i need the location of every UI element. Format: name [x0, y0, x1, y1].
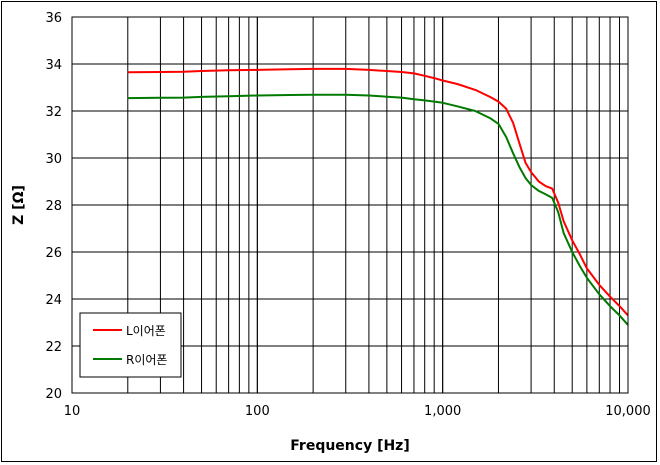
legend-box [79, 312, 182, 378]
x-tick-label: 10 [64, 404, 81, 419]
plot-area [71, 16, 629, 394]
y-tick-label: 20 [45, 387, 62, 402]
legend-label-r: R이어폰 [126, 353, 167, 367]
y-tick-label: 26 [45, 246, 62, 261]
y-tick-label: 28 [45, 199, 62, 214]
x-tick-label: 1,000 [424, 404, 461, 419]
y-tick-label: 30 [45, 152, 62, 167]
y-tick-label: 22 [45, 340, 62, 355]
y-tick-label: 24 [45, 293, 62, 308]
x-axis-title: Frequency [Hz] [290, 438, 409, 454]
y-tick-label: 32 [45, 105, 62, 120]
x-tick-label: 10,000 [605, 404, 651, 419]
y-tick-label: 36 [45, 11, 62, 26]
legend: L이어폰 R이어폰 [79, 312, 182, 378]
y-tick-label: 34 [45, 58, 62, 73]
x-tick-label: 100 [245, 404, 270, 419]
series-line-l [127, 67, 629, 317]
tick-labels: 20 22 24 26 28 30 32 34 36 10 100 1,000 10,000 [45, 11, 650, 419]
y-axis-title: Z [Ω] [11, 185, 27, 225]
legend-label-l: L이어폰 [126, 324, 166, 338]
series-lines [127, 67, 629, 326]
series-line-r [127, 93, 629, 326]
